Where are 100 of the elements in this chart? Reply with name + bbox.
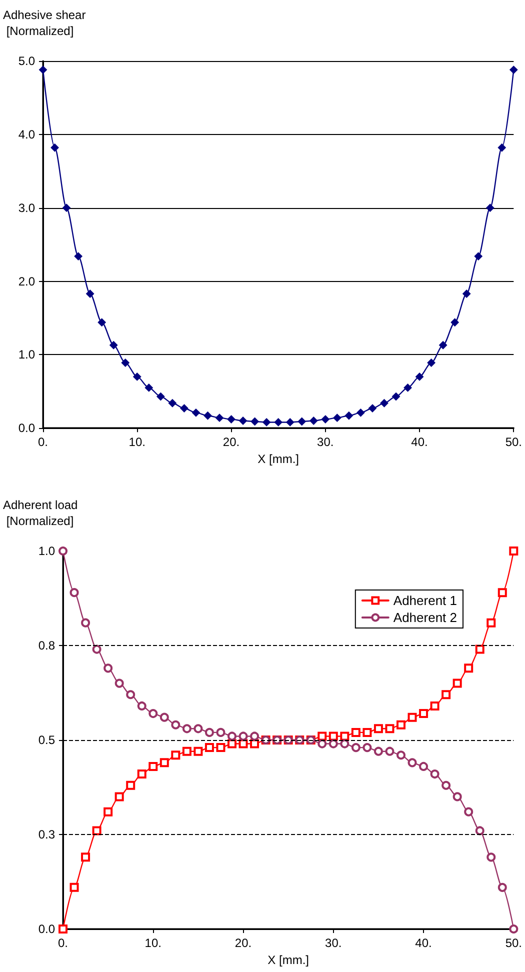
point (475, 826, 484, 836)
point (204, 728, 214, 737)
point (439, 341, 448, 350)
x-tick-label: 20. (222, 435, 240, 450)
point (160, 758, 169, 768)
point (351, 743, 360, 752)
point (486, 618, 496, 628)
y-tick-label: 0.8 (38, 638, 56, 652)
point (380, 399, 388, 408)
y-tick-label: 0.0 (38, 922, 56, 936)
x-tick-label: 30. (325, 936, 342, 950)
point (133, 372, 142, 381)
y-tick-label: 1.0 (38, 544, 56, 558)
point (148, 709, 158, 718)
point (180, 404, 188, 412)
point (419, 762, 428, 771)
point (368, 404, 376, 412)
point (192, 408, 200, 417)
point (160, 712, 169, 722)
x-tick-label: 50. (505, 936, 522, 950)
point (126, 780, 136, 790)
point (215, 414, 224, 422)
point (50, 144, 59, 152)
point (81, 852, 90, 862)
y-tick-label: 2.0 (18, 274, 36, 288)
point (396, 720, 406, 730)
point (86, 290, 94, 298)
point (462, 290, 471, 298)
point (104, 664, 113, 673)
point (216, 728, 226, 737)
point (39, 66, 47, 74)
point (419, 709, 428, 718)
x-tick-label: 20. (234, 936, 252, 950)
point (104, 807, 113, 816)
point (510, 66, 518, 74)
y-tick-label: 1.0 (18, 348, 36, 362)
y-tick-label: 0.0 (18, 421, 36, 436)
point (474, 252, 482, 260)
point (238, 739, 248, 748)
point (464, 664, 474, 673)
x-tick-label: 10. (128, 435, 146, 450)
point (385, 746, 394, 756)
point (250, 739, 260, 748)
x-tick-label: 10. (144, 936, 162, 950)
point (92, 644, 102, 654)
point (509, 924, 518, 934)
point (98, 318, 106, 326)
point (374, 746, 383, 756)
point (74, 252, 82, 260)
legend-label: Adherent 2 (393, 610, 458, 625)
point (194, 746, 203, 756)
y-tick-label: 0.3 (38, 828, 56, 842)
point (392, 392, 400, 401)
point (328, 739, 338, 748)
point (486, 852, 496, 862)
point (137, 770, 146, 779)
point (396, 750, 406, 760)
point (416, 372, 424, 381)
point (70, 882, 79, 892)
point (58, 924, 68, 934)
point (114, 792, 124, 802)
point (182, 746, 192, 756)
point (442, 690, 451, 700)
point (351, 728, 360, 737)
y-tick-label: 3.0 (18, 200, 36, 215)
point (404, 384, 412, 392)
point (318, 732, 327, 741)
point (274, 418, 282, 426)
point (362, 743, 372, 752)
x-axis-title: X [mm.] (258, 452, 299, 466)
point (385, 724, 394, 734)
point (286, 418, 294, 426)
point (452, 792, 462, 802)
legend-label: Adherent 1 (393, 593, 458, 608)
point (216, 743, 226, 752)
point (227, 739, 236, 748)
point (450, 318, 459, 326)
point (110, 341, 118, 350)
point (430, 770, 440, 779)
x-tick-label: 30. (317, 435, 334, 450)
point (144, 384, 153, 392)
point (498, 588, 507, 598)
point (194, 724, 203, 734)
point (486, 204, 494, 212)
point (452, 678, 462, 688)
point (58, 546, 68, 556)
y-axis-title: Adhesive shear [Normalized] (3, 8, 86, 38)
y-axis-title: Adherent load [Normalized] (3, 498, 78, 528)
point (356, 408, 365, 417)
point (250, 417, 259, 426)
point (204, 743, 214, 752)
point (227, 415, 236, 424)
y-tick-label: 0.5 (38, 733, 56, 747)
y-tick-label: 5.0 (18, 54, 36, 68)
point (171, 750, 180, 760)
x-tick-label: 40. (411, 435, 428, 450)
point (310, 416, 318, 425)
point (148, 762, 158, 771)
x-tick-label: 40. (415, 936, 432, 950)
point (321, 415, 330, 424)
